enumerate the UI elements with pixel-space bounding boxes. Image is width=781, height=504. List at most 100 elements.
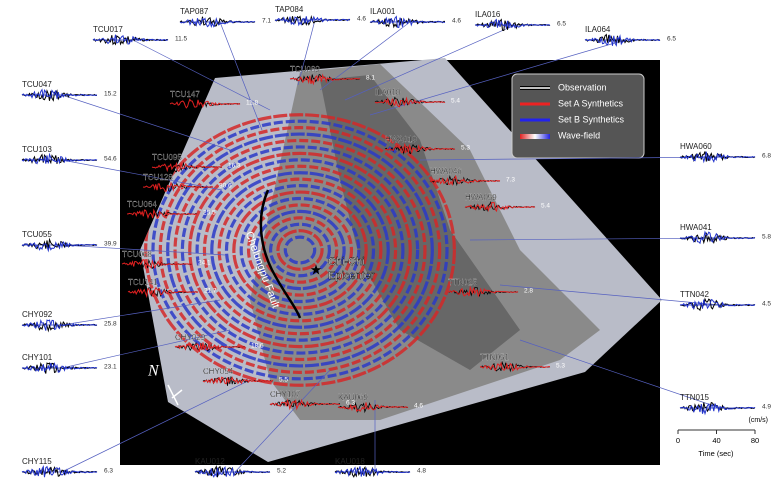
connector	[219, 21, 263, 131]
peak-amplitude: 11.5	[175, 36, 188, 43]
peak-amplitude: 8.1	[366, 75, 375, 82]
waveform-synthetic	[289, 73, 361, 86]
wave-ring	[166, 132, 434, 368]
waveform-synthetic	[679, 298, 756, 310]
wave-ring	[217, 177, 383, 323]
peak-amplitude: 5.4	[541, 203, 550, 210]
legend-label: Wave-field	[558, 130, 600, 140]
connector	[469, 237, 721, 241]
waveform-synthetic	[174, 342, 246, 352]
peak-amplitude: 7.3	[506, 177, 515, 184]
peak-amplitude: 4.5	[762, 301, 771, 308]
peak-amplitude: 6.8	[762, 153, 771, 160]
scale-tick-label: 80	[751, 436, 759, 445]
legend-label: Set A Synthetics	[558, 98, 624, 108]
waveform-synthetic	[21, 152, 98, 165]
peak-amplitude: 18.6	[251, 343, 264, 350]
north-line	[171, 389, 183, 399]
scale-unit: (cm/s)	[749, 417, 768, 424]
station-label: TCU147	[170, 90, 200, 99]
north-arrow: N	[147, 363, 183, 406]
station-label: CHY101	[22, 353, 53, 362]
peak-amplitude: 6.5	[557, 21, 566, 28]
connector	[319, 21, 411, 91]
peak-amplitude: 21.7	[204, 288, 217, 295]
station-label: TTN051	[480, 353, 509, 362]
wave-ring	[195, 158, 405, 342]
peak-amplitude: 25.8	[104, 321, 117, 328]
wave-ring	[224, 184, 376, 317]
connector	[519, 339, 721, 409]
wave-field	[144, 113, 456, 387]
waveform-synthetic	[269, 398, 340, 411]
waveform-synthetic	[21, 464, 98, 478]
waveform-synthetic	[21, 361, 98, 373]
waveform-synthetic	[679, 403, 756, 416]
north-line	[167, 384, 179, 406]
peak-amplitude: 30.6	[219, 183, 232, 190]
peak-amplitude: 11.8	[246, 100, 259, 107]
peak-amplitude: 5.5	[279, 377, 288, 384]
waveform-synthetic	[479, 361, 551, 372]
peak-amplitude: 23.1	[104, 364, 117, 371]
station-label: TCU095	[152, 153, 182, 162]
station-label: CHY115	[22, 457, 52, 466]
station-label: TCU047	[22, 80, 52, 89]
station-label: TTN025	[448, 278, 477, 287]
waveform-synthetic	[142, 181, 214, 192]
peak-amplitude: 25.5	[203, 210, 216, 217]
peak-amplitude: 5.3	[556, 363, 565, 370]
wave-ring	[239, 196, 361, 304]
legend-label: Set B Synthetics	[558, 114, 625, 124]
waveform-synthetic	[202, 376, 274, 385]
waveform-synthetic	[274, 15, 350, 27]
station-label: HWA019	[385, 135, 417, 144]
wave-ring	[202, 164, 398, 336]
peak-amplitude: 2.8	[524, 288, 533, 295]
wave-ring	[246, 203, 354, 297]
waveform-synthetic	[384, 142, 456, 155]
station-label: ILA001	[370, 7, 396, 16]
epicenter-label: Epicenter	[328, 270, 375, 282]
station-label: TCU089	[290, 65, 320, 74]
wave-ring	[188, 151, 412, 349]
peak-amplitude: 54.6	[104, 156, 117, 163]
legend-swatch	[520, 134, 550, 139]
waveform-synthetic	[374, 96, 446, 108]
connector	[234, 369, 331, 473]
waveform-synthetic	[179, 17, 256, 28]
station-label: ILA016	[475, 10, 501, 19]
peak-amplitude: 6.3	[104, 468, 113, 475]
peak-amplitude: 5.8	[762, 234, 771, 241]
connector	[419, 156, 721, 161]
wave-ring	[276, 229, 324, 271]
station-label: HWA041	[680, 223, 712, 232]
station-label: TAP087	[180, 7, 209, 16]
station-label: KAU018	[335, 457, 365, 466]
peak-amplitude: 24.1	[198, 260, 211, 267]
connector	[61, 244, 226, 256]
peak-amplitude: 4.6	[357, 16, 366, 23]
station-label: ILA064	[585, 25, 611, 34]
waveform-synthetic	[21, 88, 98, 100]
epicenter-star: ★	[310, 262, 323, 278]
station-label: TCU103	[22, 145, 52, 154]
waveform-synthetic	[121, 258, 193, 270]
legend: Observation Set A Synthetics Set B Synth…	[511, 73, 645, 159]
peak-amplitude: 15.2	[104, 91, 117, 98]
waveform-synthetic	[429, 174, 501, 187]
connector	[61, 299, 221, 326]
epicenter-label: Chi-Chi	[328, 256, 365, 268]
waveform-synthetic	[127, 286, 199, 299]
connector	[61, 329, 231, 369]
peak-amplitude: 6.3	[346, 400, 355, 407]
waveform-synthetic	[151, 161, 223, 173]
time-scale: (cm/s) Time (sec) 0 40 80	[676, 417, 768, 458]
station-label: HWA060	[680, 142, 712, 151]
waveform-synthetic	[337, 402, 409, 413]
peak-amplitude: 5.2	[277, 468, 286, 475]
station-label: KAU069	[338, 393, 368, 402]
scale-tick-label: 40	[712, 436, 720, 445]
waveform-synthetic	[194, 465, 270, 478]
